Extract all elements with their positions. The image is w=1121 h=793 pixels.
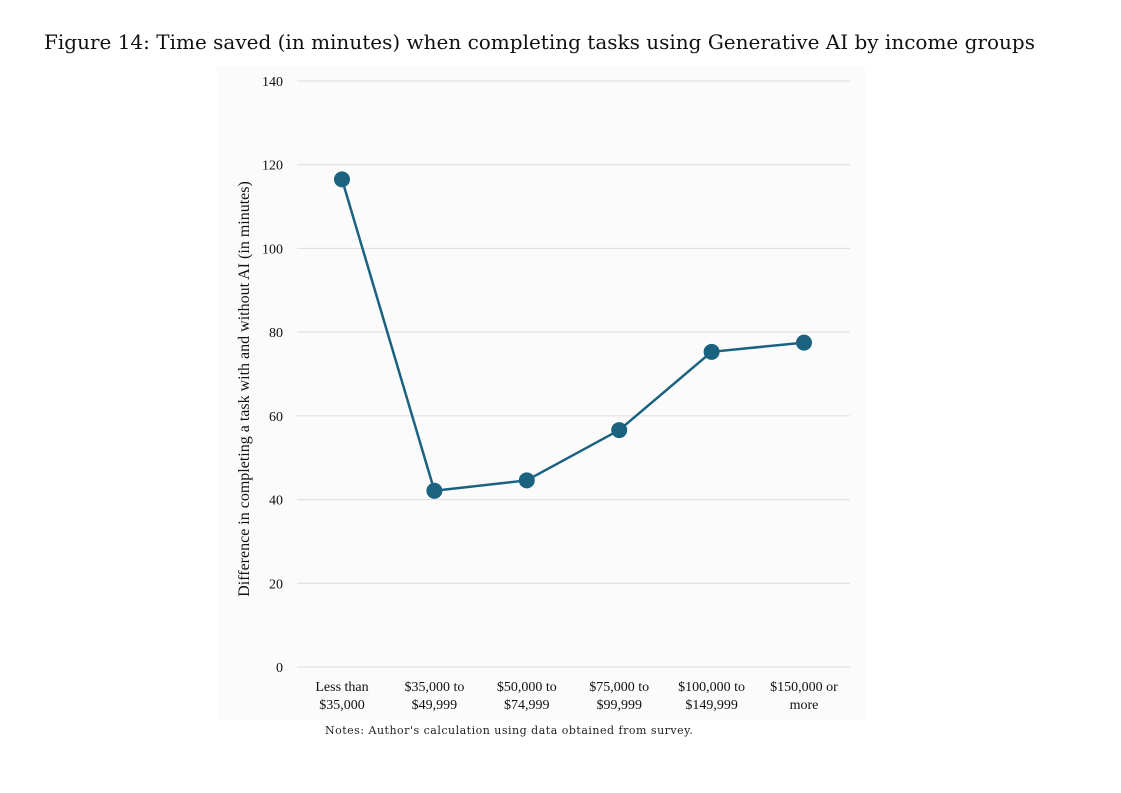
series-line-group — [340, 179, 805, 493]
data-markers — [334, 171, 812, 499]
data-point — [426, 482, 443, 499]
x-tick-label: $35,000 to $49,999 — [404, 680, 464, 713]
data-point — [611, 422, 628, 439]
y-tick-label: 140 — [262, 75, 283, 90]
y-tick-labels: 0 20 40 60 80 100 120 140 — [262, 75, 283, 676]
y-tick-label: 20 — [269, 577, 283, 592]
x-tick-label: $75,000 to $99,999 — [589, 680, 649, 713]
x-tick-label: $150,000 or more — [770, 680, 838, 713]
figure-caption: Figure 14: Time saved (in minutes) when … — [44, 30, 1035, 54]
y-tick-label: 120 — [262, 159, 283, 174]
y-tick-label: 60 — [269, 410, 283, 425]
data-point — [796, 334, 812, 351]
y-tick-label: 0 — [276, 661, 283, 676]
grid-lines — [297, 80, 850, 668]
x-tick-label: $100,000 to $149,999 — [678, 680, 745, 713]
y-tick-label: 40 — [269, 494, 283, 509]
data-point — [518, 472, 535, 489]
x-tick-label: Less than $35,000 — [315, 680, 368, 713]
series-line — [340, 179, 805, 493]
chart-panel: 0 20 40 60 80 100 120 140 Less than $35,000 $35,0… — [217, 66, 865, 720]
y-tick-label: 100 — [262, 242, 283, 257]
data-point — [703, 343, 720, 360]
y-tick-label: 80 — [269, 326, 283, 341]
line-chart: 0 20 40 60 80 100 120 140 Less than $35,000 $35,0… — [236, 75, 850, 713]
y-axis-title: Difference in completing a task with and… — [236, 181, 253, 597]
data-point — [334, 171, 350, 188]
figure-notes: Notes: Author's calculation using data o… — [325, 724, 694, 737]
x-tick-label: $50,000 to $74,999 — [497, 680, 557, 713]
x-tick-labels: Less than $35,000 $35,000 to $49,999 $50,000… — [315, 680, 838, 713]
